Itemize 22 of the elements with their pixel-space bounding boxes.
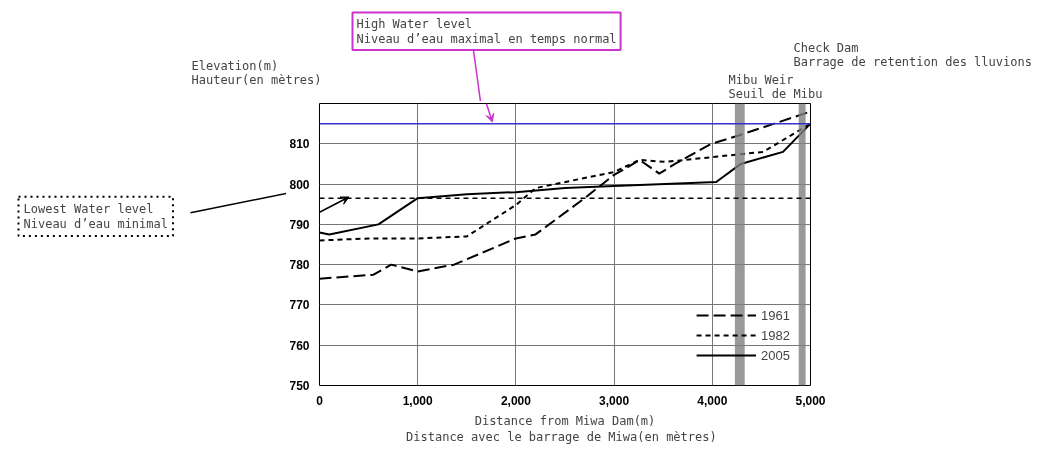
x-tick-label: 1,000 [402,393,434,408]
x-tick-label: 5,000 [795,393,826,408]
y-tick-label: 810 [289,137,310,152]
legend-label: 1961 [761,307,790,323]
y-tick-label: 750 [289,379,310,393]
x-tick-label: 3,000 [599,393,630,408]
y-tick-label: 760 [289,338,310,353]
y-tick-label: 790 [289,217,310,232]
y-tick-label: 770 [289,298,310,313]
text: High Water level Niveau d’eau maximal en temps normal [356,16,617,46]
legend-label: 2005 [761,347,790,363]
y-axis-title: Elevation(m) Hauteur(en mètres) [191,58,322,88]
y-tick-label: 780 [289,258,310,273]
x-tick-label: 4,000 [697,393,728,408]
band-label: Check Dam Barrage de retention des lluvions [793,40,1032,70]
legend-label: 1982 [761,327,790,343]
y-tick-label: 800 [289,177,310,192]
x-tick-label: 0 [316,393,324,408]
text: Lowest Water level Niveau d’eau minimal [23,201,168,232]
x-axis-title: Distance from Miwa Dam(m) Distance avec le barrage de Miwa(en mètres) [406,413,717,445]
band-label: Mibu Weir Seuil de Mibu [728,72,823,102]
x-tick-label: 2,000 [500,393,532,408]
